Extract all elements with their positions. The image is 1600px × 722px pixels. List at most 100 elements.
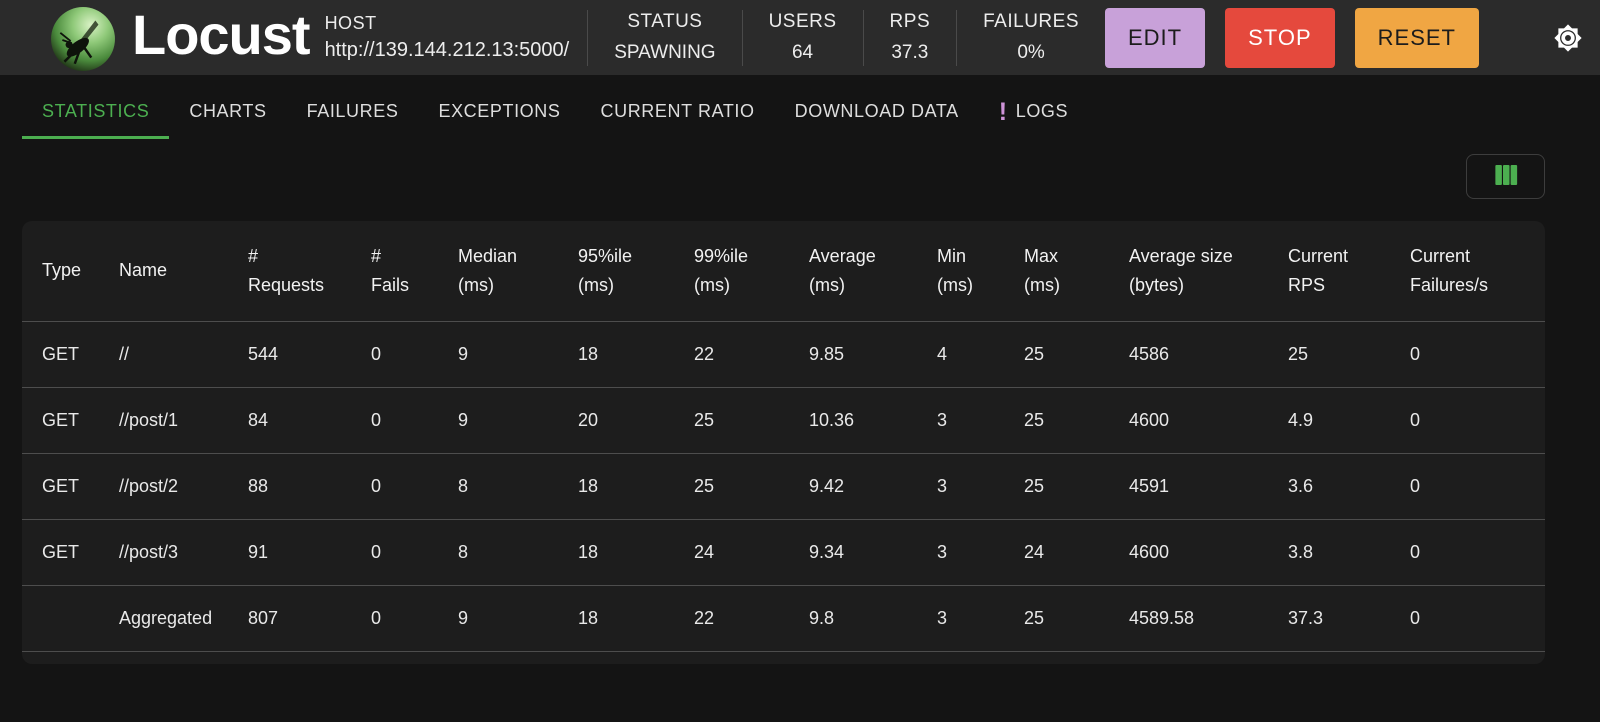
column-header[interactable]: Max (ms) [1024,221,1129,321]
column-header-line2: (ms) [458,274,494,295]
table-cell: 22 [694,320,809,387]
column-header-line1: 99%ile [694,245,749,266]
column-header-line1: Type [42,260,82,281]
tab-download-data[interactable]: DOWNLOAD DATA [775,85,979,139]
statistics-page: Type Name # Requests # Fails Median (ms) 95%ile (… [0,139,1600,664]
table-cell: GET [22,320,119,387]
table-cell: 807 [248,584,371,652]
column-header[interactable]: # Requests [248,221,371,321]
table-cell: 544 [248,320,371,387]
table-cell: //post/1 [119,386,248,453]
host-label: HOST [324,13,377,33]
logs-alert-icon: ! [998,97,1008,126]
column-header[interactable]: Type [22,221,119,321]
table-cell: 0 [371,452,458,519]
table-cell: 4600 [1129,518,1288,585]
table-row: GET//post/2 88 0 8 18 25 9.42 3 25 4591 3.6 0 [22,452,1545,519]
column-header-line2: (bytes) [1129,274,1185,295]
header-divider [587,9,589,66]
table-cell: 25 [1024,452,1129,519]
tab-failures[interactable]: FAILURES [287,85,419,139]
table-cell: 20 [578,386,694,453]
column-header-line2: Requests [248,274,325,295]
table-row: GET//544 0 9 18 22 9.85 4 25 4586 25 0 [22,320,1545,387]
tab-charts[interactable]: CHARTS [169,85,286,139]
stat-rps-label: RPS [889,11,931,32]
stat-status-value: SPAWNING [614,42,716,63]
table-cell: 18 [578,584,694,652]
column-selector-button[interactable] [1466,154,1545,199]
table-cell: 0 [1410,518,1545,585]
columns-icon [1491,160,1521,193]
table-cell: 3 [937,518,1024,585]
column-header[interactable]: Name [119,221,248,321]
column-header[interactable]: Current RPS [1288,221,1410,321]
column-header-line2: (ms) [937,274,973,295]
tab-statistics-label: STATISTICS [42,101,150,121]
column-header-line1: Median [458,245,518,266]
table-cell: GET [22,452,119,519]
column-header[interactable]: 95%ile (ms) [578,221,694,321]
table-cell: 24 [1024,518,1129,585]
table-cell: 25 [694,452,809,519]
column-header[interactable]: # Fails [371,221,458,321]
column-header[interactable]: Average (ms) [809,221,937,321]
header-divider [956,9,958,66]
table-cell: 4600 [1129,386,1288,453]
column-header-line1: Average [809,245,876,266]
stat-users-value: 64 [791,42,814,63]
column-header-line1: Current [1288,245,1349,266]
table-cell: 9.85 [809,320,937,387]
table-cell: 22 [694,584,809,652]
host-block: HOST http://139.144.212.13:5000/ [325,13,570,62]
edit-button[interactable]: EDIT [1105,7,1206,68]
table-cell: 18 [578,320,694,387]
header-divider [862,9,864,66]
column-header-line1: # [248,245,259,266]
stop-button[interactable]: STOP [1225,7,1335,68]
table-cell: 3 [937,452,1024,519]
table-cell: // [119,320,248,387]
stat-failures-value: 0% [1017,42,1045,63]
stat-users-label: USERS [768,11,837,32]
tab-bar: STATISTICS CHARTS FAILURES EXCEPTIONS CURREN… [0,75,1600,139]
table-cell: 0 [371,584,458,652]
tab-exceptions[interactable]: EXCEPTIONS [418,85,580,139]
table-cell: 9.8 [809,584,937,652]
app-header: Locust HOST http://139.144.212.13:5000/ … [0,0,1600,75]
column-header-line1: Current [1410,245,1471,266]
stat-failures-label: FAILURES [983,11,1079,32]
settings-gear-icon[interactable] [1551,21,1585,55]
tab-current-ratio[interactable]: CURRENT RATIO [581,85,775,139]
tab-download-data-label: DOWNLOAD DATA [794,101,959,121]
column-header[interactable]: 99%ile (ms) [694,221,809,321]
table-header-row: Type Name # Requests # Fails Median (ms) 95%ile (… [22,221,1545,321]
table-cell [22,584,119,652]
table-cell: 0 [1410,386,1545,453]
column-header[interactable]: Median (ms) [458,221,578,321]
tab-logs[interactable]: ! LOGS [979,85,1088,139]
table-cell: 4 [937,320,1024,387]
column-header-line1: Max [1024,245,1059,266]
table-cell: 25 [1024,386,1129,453]
table-cell: 25 [1024,584,1129,652]
table-cell: 0 [1410,584,1545,652]
column-header[interactable]: Current Failures/s [1410,221,1545,321]
column-header-line1: 95%ile [578,245,633,266]
column-header[interactable]: Average size (bytes) [1129,221,1288,321]
tab-statistics[interactable]: STATISTICS [22,85,170,139]
column-header-line1: Min [937,245,967,266]
table-cell: 4589.58 [1129,584,1288,652]
table-cell: 9 [458,386,578,453]
header-divider [741,9,743,66]
table-cell: 4586 [1129,320,1288,387]
brand-title: Locust [132,2,311,66]
stat-failures: FAILURES 0% [957,11,1105,64]
stat-rps-value: 37.3 [891,42,929,63]
header-actions: EDIT STOP RESET [1105,7,1479,68]
column-header[interactable]: Min (ms) [937,221,1024,321]
column-header-line1: Name [119,260,168,281]
reset-button[interactable]: RESET [1354,7,1479,68]
table-cell: 0 [371,320,458,387]
table-cell: 8 [458,518,578,585]
